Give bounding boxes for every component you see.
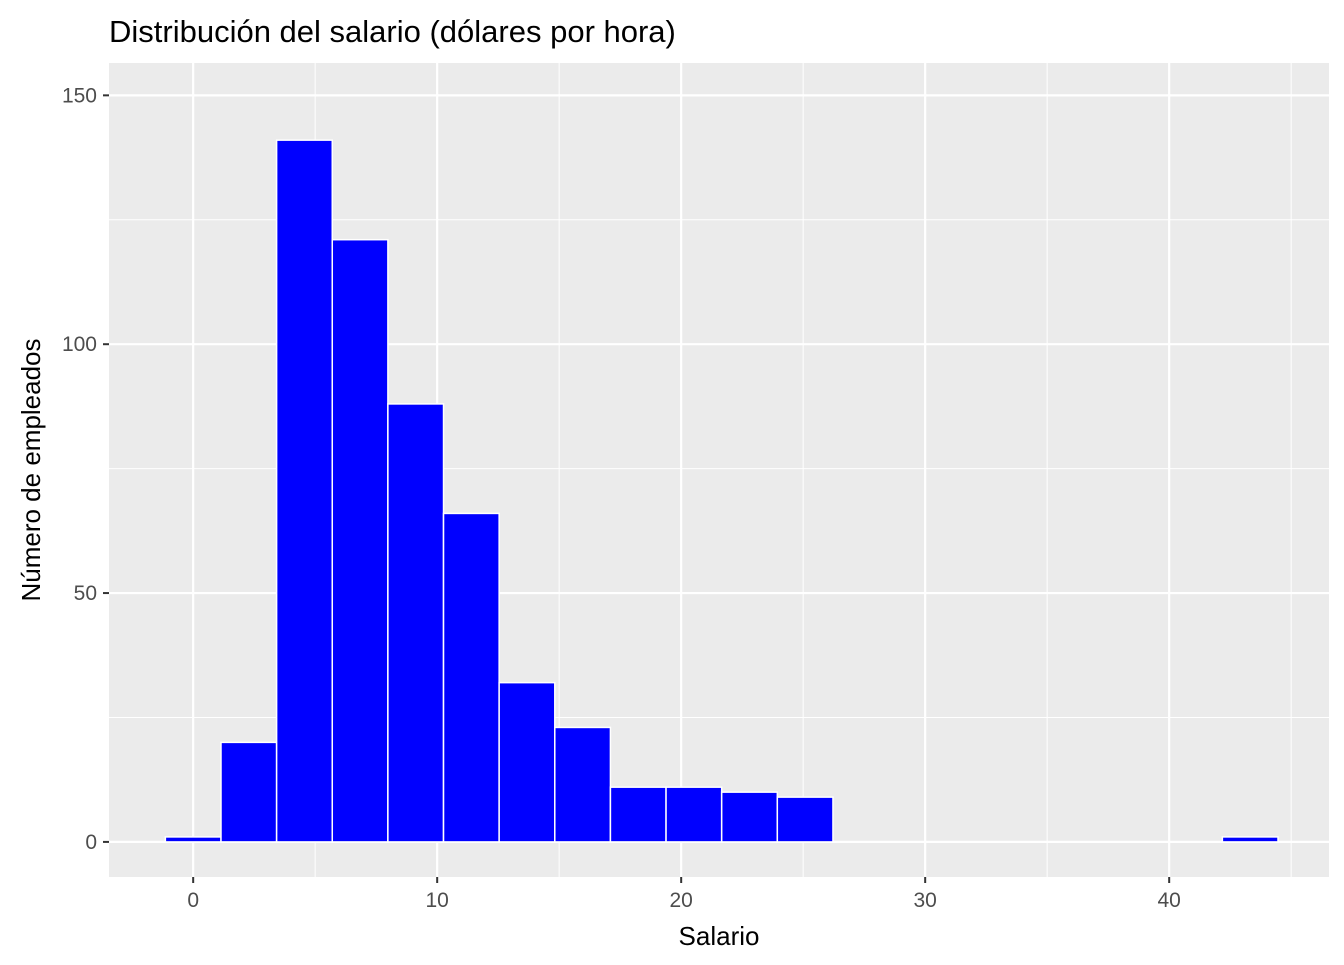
- x-tick-label: 30: [914, 889, 937, 912]
- y-tick-label: 0: [85, 831, 97, 854]
- histogram-bar: [665, 786, 723, 843]
- histogram-bar: [554, 726, 612, 843]
- histogram-bar: [1221, 836, 1279, 843]
- x-tick-label: 40: [1158, 889, 1181, 912]
- histogram-bar: [275, 139, 334, 843]
- y-tick-label: 150: [62, 84, 97, 107]
- histogram-bar: [498, 681, 556, 843]
- x-axis-title: Salario: [679, 921, 760, 951]
- x-tick-label: 20: [670, 889, 693, 912]
- y-axis-title: Número de empleados: [16, 338, 46, 601]
- histogram-bar: [331, 238, 389, 843]
- y-tick-label: 50: [74, 582, 97, 605]
- histogram-bars: [164, 139, 1279, 843]
- histogram-bar: [387, 403, 445, 843]
- histogram-bar: [609, 786, 667, 843]
- x-tick-label: 10: [426, 889, 449, 912]
- histogram-bar: [776, 796, 834, 843]
- chart-title: Distribución del salario (dólares por ho…: [109, 14, 676, 49]
- y-tick-label: 100: [62, 333, 97, 356]
- x-axis-ticks: 0 10 20 30 40: [187, 877, 1181, 912]
- histogram-bar: [220, 741, 278, 843]
- y-axis-ticks: 0 50 100 150: [62, 84, 109, 854]
- x-tick-label: 0: [187, 889, 199, 912]
- histogram-bar: [164, 836, 222, 843]
- histogram-bar: [720, 791, 779, 843]
- histogram-bar: [442, 512, 500, 843]
